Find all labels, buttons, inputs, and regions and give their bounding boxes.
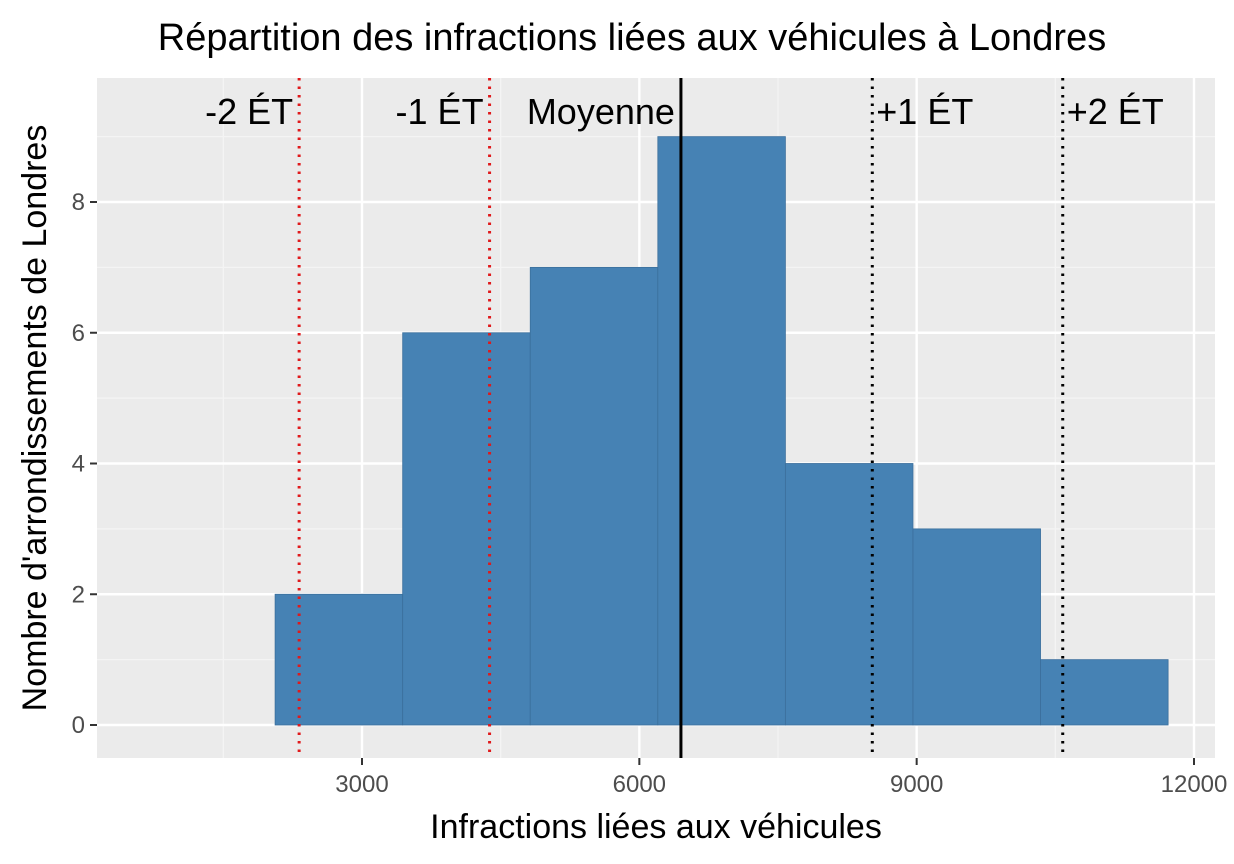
reference-label-minus2: -2 ÉT [205,91,293,132]
y-tick-label: 4 [72,451,85,478]
x-tick-label: 3000 [335,771,388,798]
x-tick-label: 12000 [1161,771,1228,798]
histogram-bar [529,266,659,726]
histogram-bar [402,332,531,726]
chart-title: Répartition des infractions liées aux vé… [158,17,1106,59]
x-tick-label: 9000 [890,771,943,798]
y-tick-label: 2 [72,581,85,608]
histogram-bar [274,593,404,726]
reference-label-mean: Moyenne [527,91,675,132]
histogram-bar [912,528,1041,726]
reference-lines-layer: -2 ÉT -1 ÉT Moyenne +1 ÉT +2 ÉT [205,78,1164,758]
x-axis-title: Infractions liées aux véhicules [430,808,882,846]
bars-layer [274,136,1169,726]
reference-label-plus2: +2 ÉT [1067,91,1164,132]
y-tick-label: 0 [72,712,85,739]
y-tick-label: 8 [72,189,85,216]
y-axis-title: Nombre d'arrondissements de Londres [16,125,54,712]
y-tick-label: 6 [72,320,85,347]
histogram-bar [657,136,786,726]
reference-label-minus1: -1 ÉT [396,91,484,132]
x-tick-label: 6000 [613,771,666,798]
ticks-layer: 3000 6000 9000 12000 0 2 4 6 8 [72,189,1228,798]
histogram-bar [1040,659,1169,726]
reference-label-plus1: +1 ÉT [876,91,973,132]
histogram-bar [784,463,914,726]
